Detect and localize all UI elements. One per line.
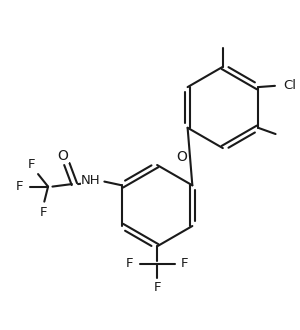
Text: O: O	[176, 149, 187, 164]
Text: F: F	[39, 206, 47, 219]
Text: F: F	[16, 180, 24, 193]
Text: F: F	[153, 281, 161, 294]
Text: F: F	[27, 158, 35, 171]
Text: F: F	[181, 257, 188, 270]
Text: NH: NH	[81, 175, 100, 187]
Text: O: O	[58, 149, 68, 163]
Text: Cl: Cl	[283, 79, 296, 92]
Text: F: F	[126, 257, 133, 270]
